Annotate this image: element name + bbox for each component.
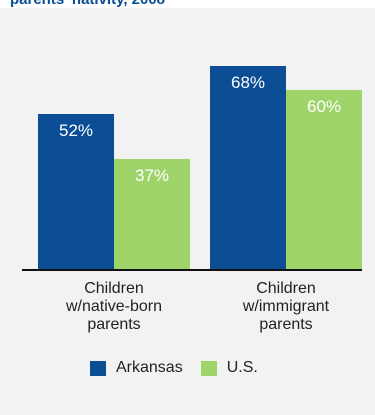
data-label-us-1: 37% — [135, 166, 169, 185]
bar-us-1 — [114, 159, 190, 270]
legend-swatch-arkansas — [90, 360, 106, 376]
category-label-2-line-3: parents — [259, 316, 312, 333]
data-label-us-2: 60% — [307, 97, 341, 116]
bar-arkansas-1 — [38, 114, 114, 270]
category-label-1-line-3: parents — [87, 316, 140, 333]
category-label-1-line-2: w/native-born — [65, 298, 162, 315]
legend-swatch-us — [200, 360, 217, 376]
legend: Arkansas U.S. — [90, 357, 276, 379]
bar-us-2 — [286, 90, 362, 270]
data-label-arkansas-2: 68% — [231, 73, 265, 92]
bar-arkansas-2 — [210, 66, 286, 270]
category-label-2-line-2: w/immigrant — [242, 298, 330, 315]
chart-panel: 52% 37% Children w/native-born parents 68% 60%… — [0, 8, 375, 415]
chart-title: parents' nativity, 2008 — [10, 0, 165, 8]
bar-chart: 52%37%Childrenw/native-bornparents68%60%… — [22, 66, 362, 333]
legend-label-arkansas: Arkansas — [116, 359, 183, 376]
title-band: parents' nativity, 2008 — [0, 0, 375, 8]
category-label-2-line-1: Children — [256, 280, 316, 297]
legend-label-us: U.S. — [226, 359, 258, 376]
legend-item-us: U.S. — [200, 359, 258, 377]
category-label-1-line-1: Children — [84, 280, 144, 297]
legend-item-arkansas: Arkansas — [90, 359, 183, 377]
data-label-arkansas-1: 52% — [59, 121, 93, 140]
